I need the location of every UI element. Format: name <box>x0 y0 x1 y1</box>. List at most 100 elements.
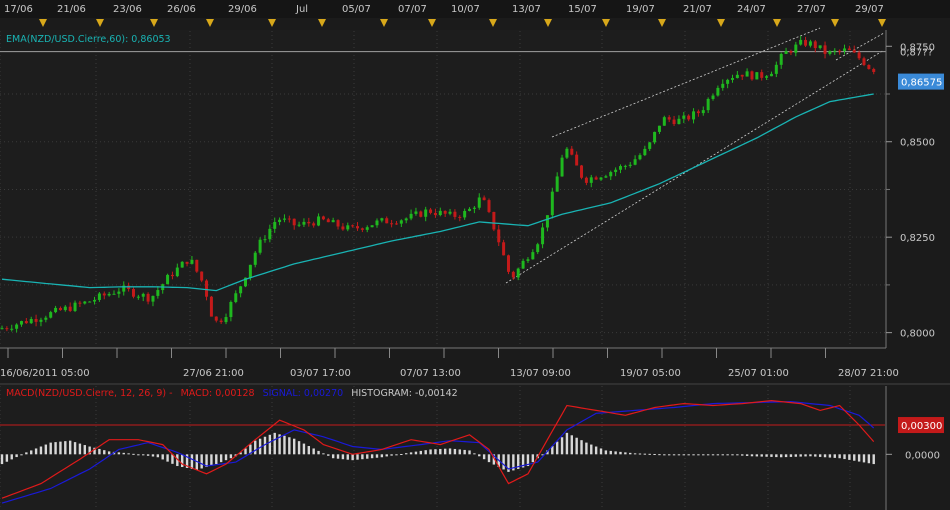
histogram-bar[interactable] <box>385 454 388 457</box>
histogram-bar[interactable] <box>273 432 276 455</box>
histogram-bar[interactable] <box>629 452 632 455</box>
candle-body[interactable] <box>794 44 798 53</box>
histogram-bar[interactable] <box>10 454 13 460</box>
candle-body[interactable] <box>263 239 267 241</box>
candle-body[interactable] <box>351 225 355 227</box>
histogram-bar[interactable] <box>478 454 481 457</box>
price-panel[interactable] <box>0 27 895 333</box>
candle-body[interactable] <box>453 211 457 217</box>
candle-body[interactable] <box>760 72 764 78</box>
candle-body[interactable] <box>745 71 749 77</box>
candle-body[interactable] <box>49 312 53 318</box>
histogram-bar[interactable] <box>663 454 666 456</box>
histogram-bar[interactable] <box>512 454 515 471</box>
histogram-bar[interactable] <box>34 448 38 455</box>
candle-body[interactable] <box>268 228 272 240</box>
event-marker-icon[interactable] <box>150 19 158 27</box>
candle-body[interactable] <box>872 68 876 72</box>
histogram-bar[interactable] <box>741 454 744 456</box>
histogram-bar[interactable] <box>30 450 33 455</box>
candle-body[interactable] <box>346 225 350 230</box>
histogram-bar[interactable] <box>687 454 690 456</box>
histogram-bar[interactable] <box>137 454 140 456</box>
histogram-bar[interactable] <box>258 438 262 455</box>
candle-body[interactable] <box>317 216 321 226</box>
candle-body[interactable] <box>862 58 866 65</box>
histogram-bar[interactable] <box>439 448 442 455</box>
candle-body[interactable] <box>19 321 23 325</box>
histogram-bar[interactable] <box>346 454 349 460</box>
histogram-bar[interactable] <box>336 454 340 459</box>
histogram-bar[interactable] <box>0 454 4 465</box>
macd-line[interactable] <box>1 399 875 499</box>
candle-body[interactable] <box>224 317 228 323</box>
candle-body[interactable] <box>594 177 598 180</box>
histogram-bar[interactable] <box>643 453 647 455</box>
event-marker-icon[interactable] <box>39 19 47 27</box>
histogram-bar[interactable] <box>853 454 856 461</box>
candle-body[interactable] <box>15 324 19 329</box>
histogram-bar[interactable] <box>434 449 437 455</box>
candle-body[interactable] <box>107 293 111 296</box>
histogram-bar[interactable] <box>83 445 86 455</box>
histogram-bar[interactable] <box>750 454 754 457</box>
candle-body[interactable] <box>292 218 296 226</box>
candle-body[interactable] <box>696 111 700 114</box>
candle-body[interactable] <box>682 115 686 119</box>
histogram-bar[interactable] <box>400 453 403 455</box>
histogram-bar[interactable] <box>458 449 461 455</box>
candle-body[interactable] <box>83 301 87 304</box>
candle-body[interactable] <box>648 142 652 149</box>
histogram-bar[interactable] <box>244 448 247 455</box>
histogram-bar[interactable] <box>351 454 354 461</box>
candle-body[interactable] <box>214 316 218 321</box>
histogram-bar[interactable] <box>682 454 685 456</box>
histogram-bar[interactable] <box>297 441 301 455</box>
candle-body[interactable] <box>633 159 637 165</box>
candle-body[interactable] <box>166 274 170 285</box>
candle-body[interactable] <box>843 48 847 52</box>
histogram-bar[interactable] <box>200 454 203 469</box>
candle-body[interactable] <box>102 293 106 296</box>
candle-body[interactable] <box>565 148 569 158</box>
candle-body[interactable] <box>623 165 627 167</box>
histogram-bar[interactable] <box>799 454 802 457</box>
histogram-bar[interactable] <box>405 453 408 455</box>
candle-body[interactable] <box>433 212 437 216</box>
candle-body[interactable] <box>112 293 116 295</box>
event-marker-icon[interactable] <box>717 19 725 27</box>
candle-body[interactable] <box>818 45 822 49</box>
trendline[interactable] <box>551 27 821 138</box>
histogram-bar[interactable] <box>702 454 705 456</box>
histogram-bar[interactable] <box>151 454 155 457</box>
histogram-bar[interactable] <box>122 452 125 455</box>
histogram-bar[interactable] <box>20 454 23 456</box>
candle-body[interactable] <box>136 296 140 298</box>
histogram-bar[interactable] <box>395 454 398 456</box>
candle-body[interactable] <box>365 227 369 230</box>
histogram-bar[interactable] <box>414 451 418 455</box>
event-marker-icon[interactable] <box>544 19 552 27</box>
histogram-bar[interactable] <box>653 453 656 455</box>
histogram-bar[interactable] <box>25 452 28 455</box>
candle-body[interactable] <box>68 306 72 311</box>
histogram-bar[interactable] <box>560 437 564 455</box>
histogram-bar[interactable] <box>156 454 160 458</box>
histogram-bar[interactable] <box>692 454 695 456</box>
candle-body[interactable] <box>131 289 135 297</box>
histogram-bar[interactable] <box>599 448 603 455</box>
candle-body[interactable] <box>570 148 574 155</box>
candle-body[interactable] <box>492 211 496 230</box>
histogram-bar[interactable] <box>127 453 130 455</box>
histogram-bar[interactable] <box>823 454 827 458</box>
candle-body[interactable] <box>175 267 179 277</box>
candle-body[interactable] <box>604 176 608 178</box>
histogram-bar[interactable] <box>619 451 622 455</box>
candle-body[interactable] <box>287 218 291 220</box>
macd-panel[interactable]: 0,00300 0,0000 <box>0 386 950 510</box>
candle-body[interactable] <box>599 177 603 180</box>
candle-body[interactable] <box>740 74 744 77</box>
histogram-bar[interactable] <box>775 454 778 458</box>
candle-body[interactable] <box>521 260 525 269</box>
candle-body[interactable] <box>341 226 345 230</box>
